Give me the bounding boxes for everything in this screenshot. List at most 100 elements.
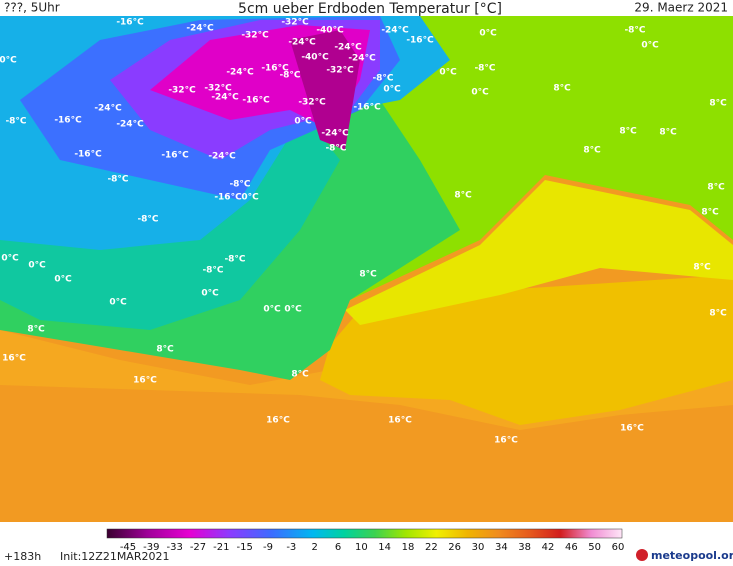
contour-label: 8°C [619,127,637,137]
contour-label: -16°C [261,64,289,74]
contour-label: 0°C [479,29,497,39]
logo[interactable]: meteopool.org [651,549,733,562]
colorbar-label: -21 [213,542,229,553]
contour-label: 8°C [583,146,601,156]
contour-label: -8°C [372,74,393,84]
contour-label: 0°C [0,56,17,66]
map: -16°C-24°C-32°C-32°C-24°C-40°C-24°C-24°C… [0,16,733,522]
contour-label: 8°C [693,263,711,273]
contour-label: 0°C [294,117,312,127]
gold-region [320,275,733,425]
colorbar-labels: -45 -39 -33 -27 -21 -15 -9 -3 2 6 10 14 18 22 26 30 34 38… [120,542,625,553]
colorbar-label: -9 [263,542,273,553]
contour-label: -40°C [316,26,344,36]
contour-label: 16°C [494,436,518,446]
contour-label: -32°C [326,66,354,76]
contour-label: 0°C [383,85,401,95]
contour-label: -24°C [116,120,144,130]
contour-label: 8°C [659,128,677,138]
contour-label: -24°C [208,152,236,162]
contour-label: 0°C [1,254,19,264]
run-label: ???, 5Uhr [4,1,60,15]
colorbar-label: -39 [143,542,159,553]
contour-label: 8°C [701,208,719,218]
contour-label: -24°C [211,93,239,103]
colorbar-label: 30 [472,542,485,553]
colorbar-label: -33 [166,542,182,553]
contour-label: -8°C [325,144,346,154]
colorbar-label: -45 [120,542,136,553]
date: 29. Maerz 2021 [634,1,728,15]
forecast-hour: +183h [4,550,41,563]
colorbar-label: 60 [612,542,625,553]
contour-label: 16°C [388,416,412,426]
contour-label: 16°C [620,424,644,434]
contour-label: -8°C [202,266,223,276]
contour-label: -24°C [186,24,214,34]
contour-label: -40°C [301,53,329,63]
contour-label: 0°C [109,298,127,308]
contour-label: -24°C [348,54,376,64]
contour-label: -32°C [241,31,269,41]
contour-label: 8°C [359,270,377,280]
contour-label: -16°C [406,36,434,46]
contour-label: -24°C [94,104,122,114]
contour-label: -16°C [116,18,144,28]
colorbar-label: 2 [311,542,317,553]
title: 5cm ueber Erdboden Temperatur [°C] [238,1,502,17]
contour-label: 0°C [241,193,259,203]
contour-label: -16°C [54,116,82,126]
colorbar-label: 22 [425,542,438,553]
contour-label: -16°C [353,103,381,113]
contour-label: 0°C [641,41,659,51]
contour-label: -8°C [107,175,128,185]
contour-label: -16°C [161,151,189,161]
yellow-region [345,180,733,325]
colorbar-label: 50 [588,542,601,553]
colorbar-label: 42 [542,542,555,553]
contour-label: -8°C [624,26,645,36]
contour-label: 0°C [284,305,302,315]
colorbar-label: 26 [448,542,461,553]
colorbar-label: -27 [190,542,206,553]
logo-icon [636,549,648,561]
contour-label: 16°C [133,376,157,386]
contour-label: 0°C [263,305,281,315]
contour-label: 0°C [439,68,457,78]
contour-label: -24°C [321,129,349,139]
contour-label: -24°C [381,26,409,36]
contour-label: 0°C [201,289,219,299]
colorbar [106,528,623,539]
contour-label: -32°C [168,86,196,96]
contour-label: -8°C [229,180,250,190]
header-bar [0,0,733,16]
cold-core [290,30,360,150]
contour-label: -24°C [288,38,316,48]
contour-label: -32°C [298,98,326,108]
contour-label: 8°C [709,309,727,319]
contour-label: 16°C [2,354,26,364]
colorbar-label: 18 [402,542,415,553]
contour-label: -16°C [74,150,102,160]
colorbar-label: -15 [236,542,252,553]
colorbar-label: -3 [286,542,296,553]
contour-label: -8°C [5,117,26,127]
contour-label: 8°C [709,99,727,109]
contour-label: 16°C [266,416,290,426]
contour-label: 0°C [471,88,489,98]
contour-label: -24°C [334,43,362,53]
contour-label: -32°C [281,18,309,28]
colorbar-label: 46 [565,542,578,553]
contour-label: -8°C [474,64,495,74]
contour-label: -24°C [226,68,254,78]
colorbar-label: 14 [378,542,391,553]
contour-label: -8°C [224,255,245,265]
contour-label: -16°C [242,96,270,106]
contour-label: 8°C [291,370,309,380]
init-time: Init:12Z21MAR2021 [60,550,169,563]
contour-label: 8°C [156,345,174,355]
contour-label: -8°C [279,71,300,81]
contour-label: -32°C [204,84,232,94]
contour-label: 8°C [707,183,725,193]
